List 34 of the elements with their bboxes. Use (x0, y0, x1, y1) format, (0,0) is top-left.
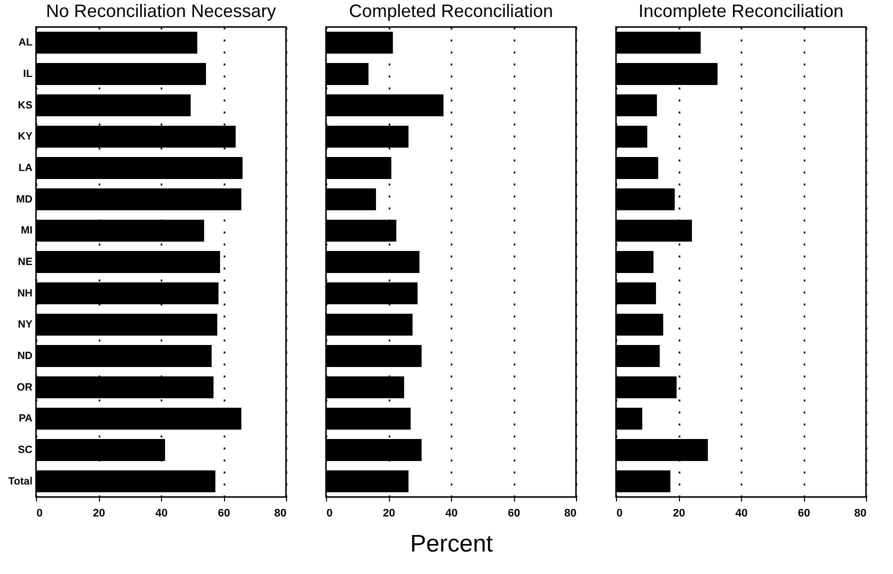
x-axis-title: Percent (410, 530, 494, 558)
y-tick-label: ND (17, 350, 33, 362)
x-tick-label: 0 (616, 508, 623, 520)
chart-title: No Reconciliation Necessary (46, 1, 276, 21)
x-tick-label: 60 (798, 508, 810, 520)
x-tick-label: 40 (735, 508, 748, 520)
y-tick-label: SC (18, 444, 33, 456)
x-tick-label: 0 (36, 508, 43, 520)
y-tick-label: MD (16, 193, 33, 206)
x-tick-label: 20 (672, 508, 686, 520)
x-tick-label: 40 (445, 508, 458, 520)
x-tick-label: 20 (92, 508, 106, 520)
x-tick-label: 80 (274, 508, 286, 520)
y-tick-label: MI (20, 224, 33, 237)
y-tick-label: PA (18, 412, 33, 425)
y-tick-label: AL (18, 36, 34, 49)
y-tick-label: IL (23, 68, 34, 80)
y-tick-label: KS (18, 99, 32, 112)
y-tick-label: NH (17, 287, 32, 300)
x-tick-label: 40 (155, 508, 168, 520)
chart-title: Completed Reconciliation (348, 1, 554, 21)
y-tick-label: KY (18, 130, 32, 143)
x-tick-label: 60 (218, 508, 230, 520)
x-tick-label: 80 (564, 508, 576, 520)
chart-title: Incomplete Reconciliation (638, 1, 844, 21)
y-tick-label: OR (16, 381, 33, 394)
x-tick-label: 20 (382, 508, 396, 520)
y-tick-label: NE (18, 256, 32, 268)
x-tick-label: 0 (326, 508, 333, 520)
x-tick-label: 60 (508, 508, 520, 520)
y-tick-label: LA (18, 162, 33, 174)
y-tick-label: Total (8, 475, 33, 488)
x-tick-label: 80 (854, 508, 866, 520)
y-tick-label: NY (18, 318, 32, 331)
